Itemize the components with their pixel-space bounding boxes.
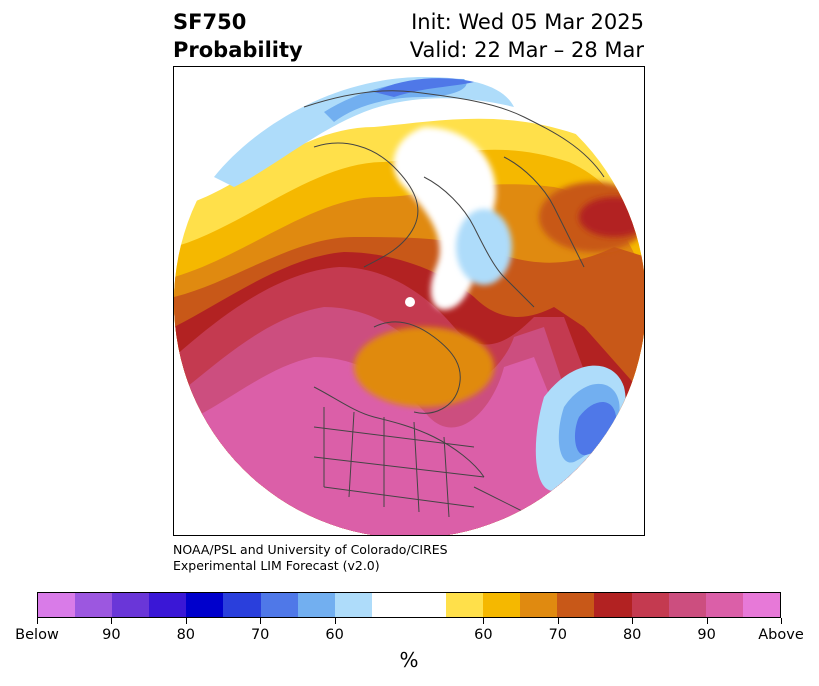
colorbar-tick <box>632 618 634 624</box>
colorbar-swatch <box>631 593 669 617</box>
colorbar-swatch <box>557 593 595 617</box>
colorbar-unit: % <box>399 648 419 672</box>
map-subtitle: Init: Wed 05 Mar 2025 Valid: 22 Mar – 28… <box>410 8 644 64</box>
colorbar-tick-label: Below <box>15 627 59 643</box>
colorbar-tick-label: 90 <box>102 627 121 643</box>
colorbar-swatch <box>446 593 484 617</box>
colorbar-swatch <box>186 593 224 617</box>
colorbar-tick-label: 70 <box>548 627 568 643</box>
colorbar-tick <box>483 618 485 624</box>
credit-line-1: NOAA/PSL and University of Colorado/CIRE… <box>173 542 448 557</box>
colorbar-tick <box>185 618 187 624</box>
colorbar-swatch <box>668 593 706 617</box>
colorbar-swatch <box>408 593 447 617</box>
colorbar-tick-label: 80 <box>622 627 642 643</box>
colorbar-tick <box>557 618 559 624</box>
colorbar-swatch <box>260 593 298 617</box>
colorbar-tick-label: Above <box>758 627 804 643</box>
colorbar-swatch <box>334 593 372 617</box>
colorbar-tick-label: 80 <box>176 627 196 643</box>
colorbar-tick-label: 90 <box>697 627 716 643</box>
colorbar-swatch <box>223 593 261 617</box>
pole-marker <box>405 297 415 307</box>
title-variable: SF750 <box>173 10 247 34</box>
colorbar-tick-label: 60 <box>325 627 344 643</box>
colorbar-swatch <box>742 593 780 617</box>
colorbar-swatch <box>38 593 76 617</box>
colorbar-swatch <box>594 593 632 617</box>
probability-shading <box>174 77 644 535</box>
colorbar-swatch <box>75 593 113 617</box>
colorbar-tick <box>111 618 113 624</box>
colorbar-tick-label: 60 <box>474 627 493 643</box>
colorbar-tick <box>781 618 782 624</box>
colorbar-swatch <box>149 593 187 617</box>
colorbar-tick <box>334 618 336 624</box>
colorbar-swatch <box>297 593 335 617</box>
map-panel <box>173 66 645 536</box>
map-title: SF750 Probability <box>173 8 303 64</box>
colorbar-swatch <box>483 593 521 617</box>
colorbar-swatch <box>520 593 558 617</box>
valid-range: Valid: 22 Mar – 28 Mar <box>409 38 644 62</box>
colorbar-swatch <box>705 593 743 617</box>
colorbar-tick <box>37 618 38 624</box>
colorbar-tick <box>260 618 262 624</box>
title-type: Probability <box>173 38 303 62</box>
init-date: Init: Wed 05 Mar 2025 <box>411 10 644 34</box>
colorbar-swatch <box>371 593 409 617</box>
probability-map <box>174 67 644 535</box>
colorbar-swatch <box>112 593 150 617</box>
colorbar <box>37 592 781 618</box>
credit-line-2: Experimental LIM Forecast (v2.0) <box>173 558 380 573</box>
credit-text: NOAA/PSL and University of Colorado/CIRE… <box>173 542 448 574</box>
colorbar-tick <box>706 618 708 624</box>
colorbar-tick-label: 70 <box>250 627 270 643</box>
